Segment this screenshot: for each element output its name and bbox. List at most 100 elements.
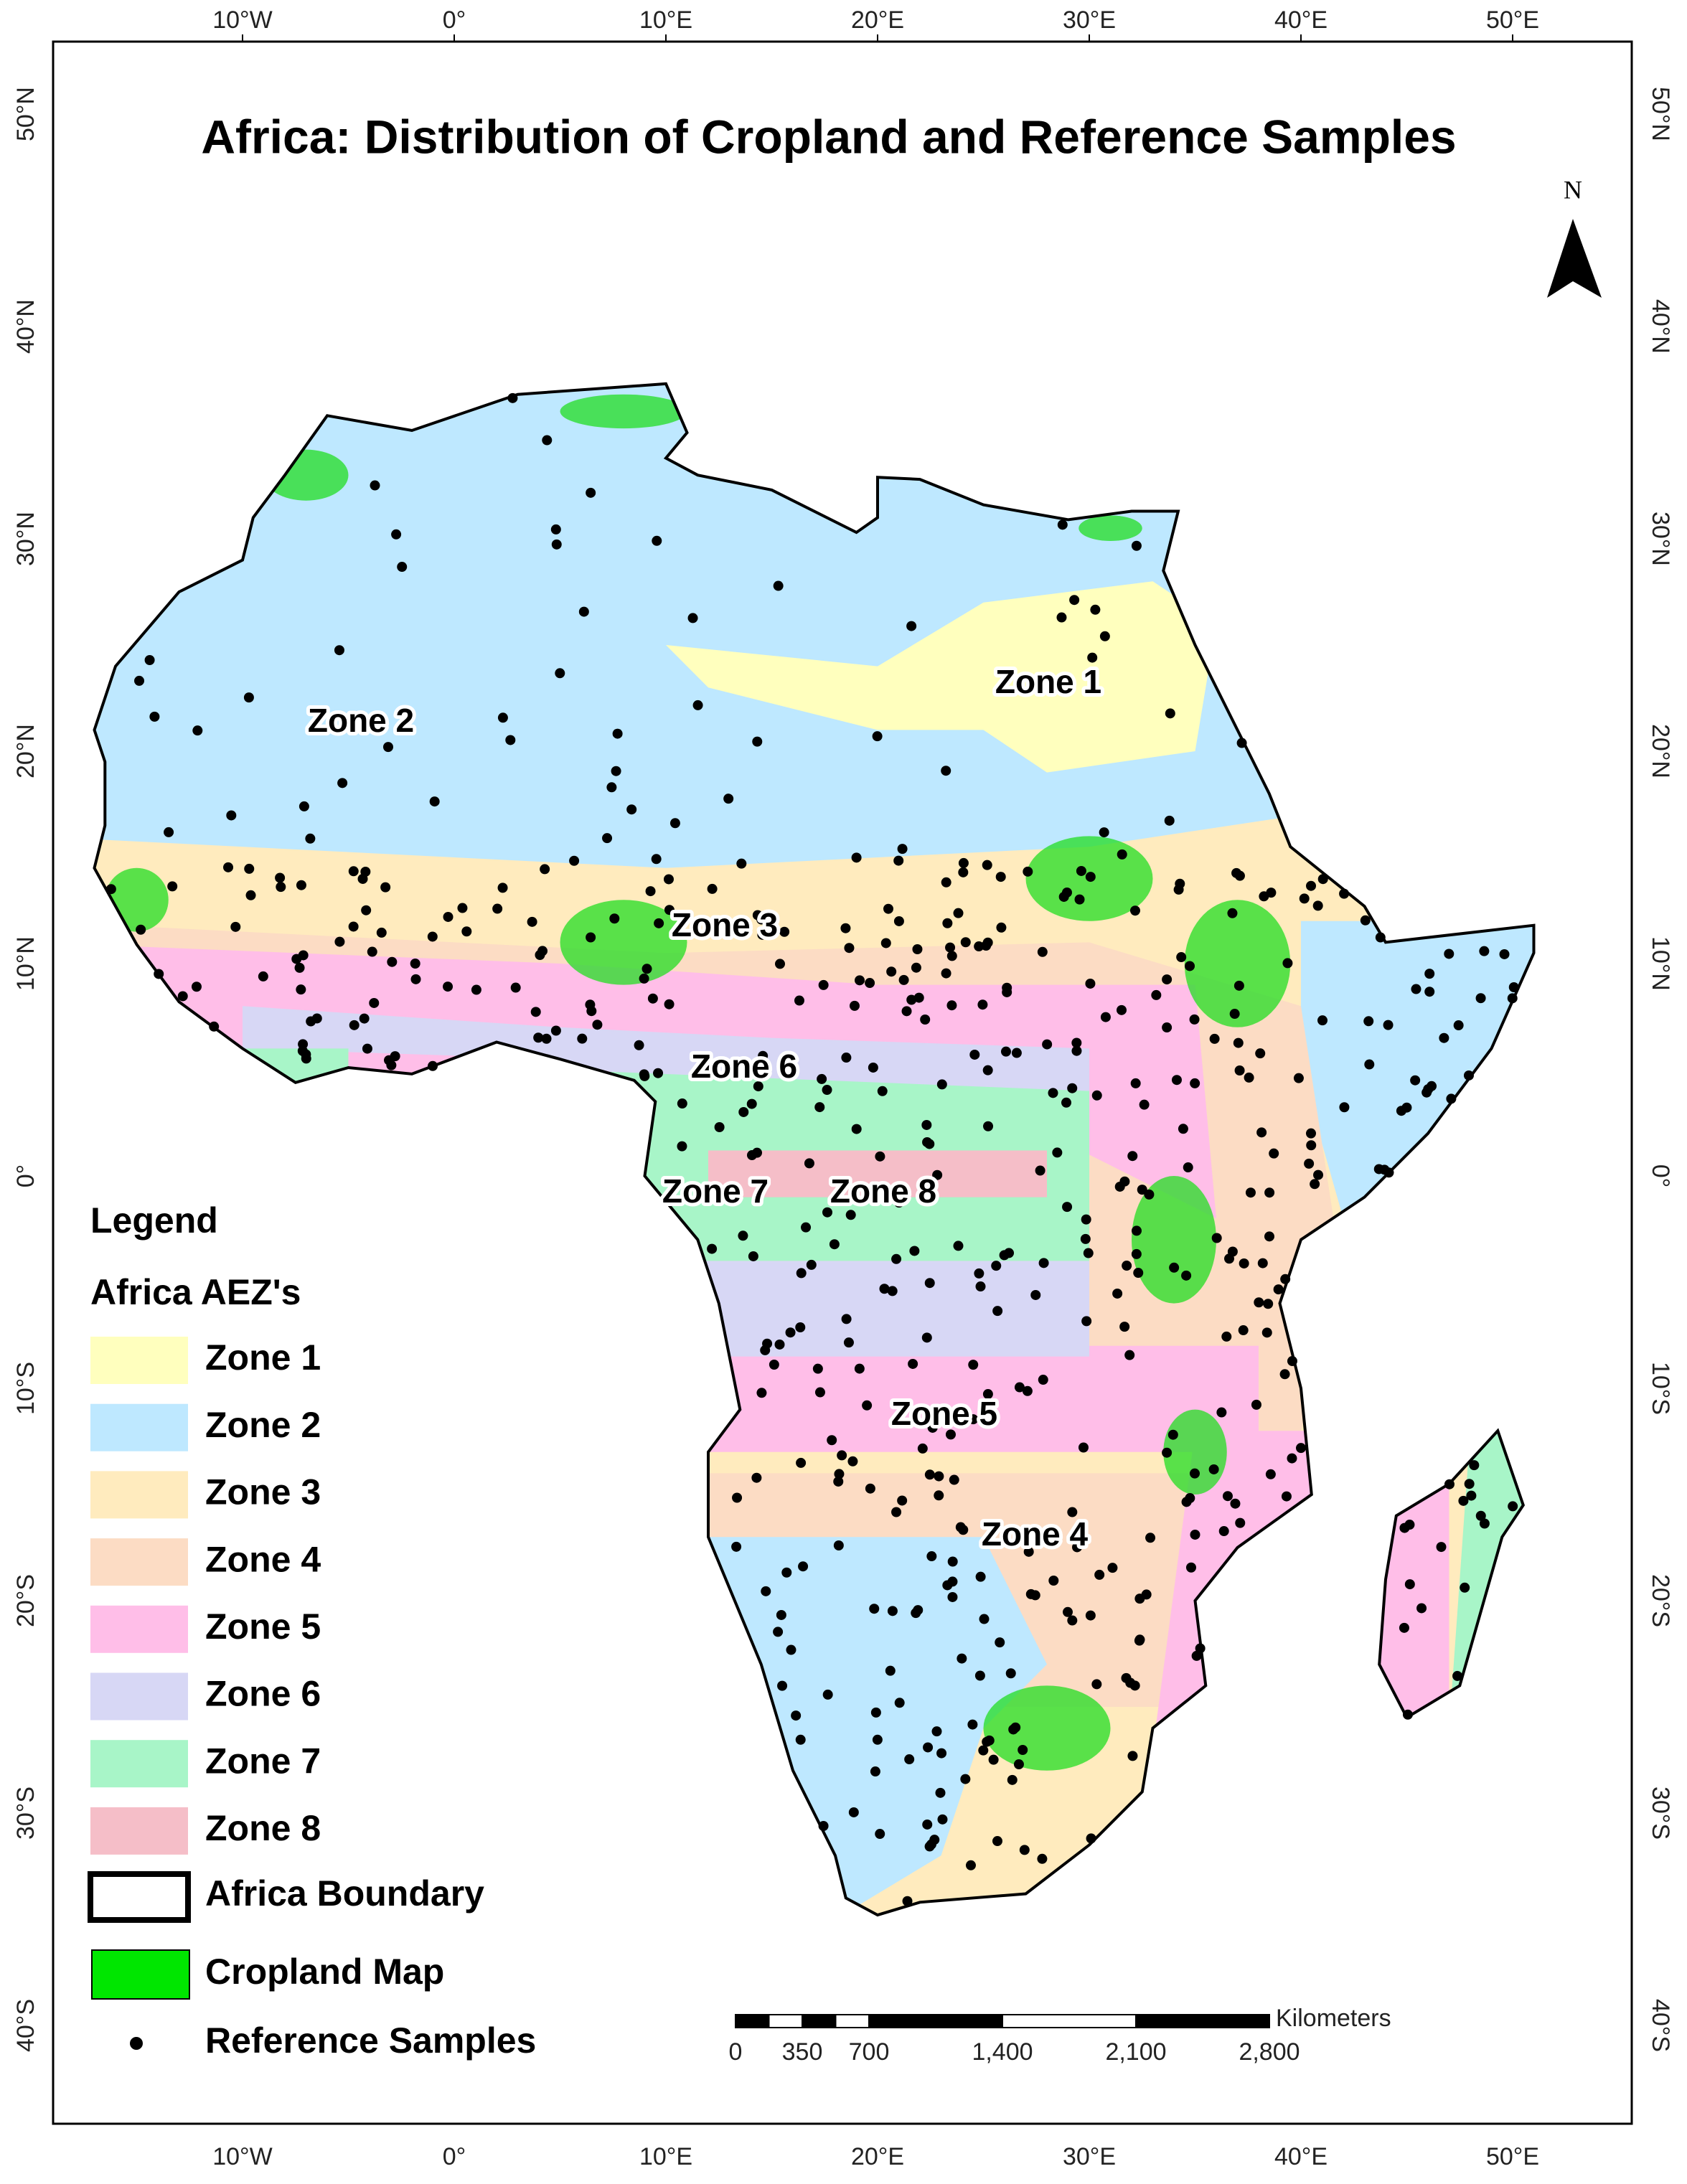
sample-point [752, 1147, 763, 1158]
sample-point [1222, 1491, 1233, 1502]
sample-point [380, 882, 391, 893]
sample-point [367, 946, 377, 957]
sample-point [1131, 1225, 1142, 1236]
sample-point [901, 1006, 912, 1017]
sample-point [1281, 1491, 1292, 1502]
sample-point [1107, 1563, 1118, 1573]
sample-point [1171, 1075, 1182, 1086]
latitude-label: 0° [1647, 1164, 1674, 1188]
sample-point [1081, 1214, 1091, 1225]
sample-point [642, 964, 652, 974]
sample-point [1165, 708, 1175, 719]
sample-point [723, 794, 734, 804]
sample-point [865, 978, 875, 989]
sample-point [577, 1033, 588, 1044]
latitude-label: 30°S [12, 1787, 39, 1840]
sample-point [1067, 1083, 1078, 1093]
sample-point [311, 1013, 322, 1024]
sample-point [785, 1327, 796, 1338]
cropland-patch [983, 1685, 1111, 1771]
zone-area [1301, 921, 1534, 1219]
sample-point [1264, 1187, 1275, 1198]
sample-point [297, 1045, 308, 1056]
sample-point [806, 1259, 817, 1270]
sample-point [1463, 1070, 1474, 1081]
sample-point [369, 997, 380, 1008]
sample-point [177, 991, 188, 1002]
sample-point [1127, 1151, 1138, 1162]
sample-point [974, 1670, 985, 1681]
sample-point [1176, 952, 1187, 963]
sample-point [1306, 1140, 1317, 1151]
sample-point [751, 1472, 762, 1483]
sample-point [870, 1766, 880, 1777]
legend-swatch [90, 1538, 188, 1586]
zone-label: Zone 2 [308, 702, 414, 739]
sample-point [1305, 1128, 1316, 1139]
sample-point [1162, 974, 1173, 985]
sample-point [913, 1605, 924, 1616]
sample-point [541, 1033, 552, 1044]
sample-point [1014, 1382, 1025, 1393]
sample-point [1299, 893, 1310, 904]
legend-label: Zone 3 [205, 1472, 321, 1512]
sample-point [738, 1106, 749, 1117]
sample-point [776, 1609, 786, 1620]
sample-point [968, 1414, 979, 1425]
sample-point [844, 943, 855, 954]
sample-point [1002, 982, 1012, 993]
sample-point [872, 731, 883, 742]
reference-samples [105, 392, 1519, 1906]
sample-point [1227, 1246, 1238, 1257]
sample-point [1074, 894, 1085, 905]
sample-point [801, 1222, 812, 1233]
sample-point [1072, 1542, 1083, 1553]
sample-point [848, 1807, 859, 1817]
sample-point [1245, 1187, 1256, 1198]
sample-point [965, 1860, 976, 1870]
sample-point [1264, 1231, 1274, 1242]
sample-point [1254, 1297, 1264, 1308]
sample-point [680, 913, 691, 924]
sample-point [736, 858, 747, 869]
scale-bar-label: 1,400 [972, 2038, 1033, 2066]
legend-label: Zone 6 [205, 1674, 321, 1714]
sample-point [1169, 1262, 1180, 1273]
latitude-label: 40°N [12, 299, 39, 354]
sample-point [1273, 1284, 1284, 1295]
sample-point [833, 1476, 844, 1487]
sample-point [612, 728, 623, 739]
sample-point [794, 995, 804, 1006]
sample-point [924, 1841, 935, 1852]
sample-point [953, 908, 964, 918]
longitude-label: 10°E [639, 6, 692, 34]
sample-point [1038, 1375, 1048, 1385]
sample-point [296, 984, 306, 995]
sample-point [1364, 1059, 1375, 1070]
sample-point [865, 1483, 875, 1494]
sample-point [349, 1020, 360, 1030]
sample-point [958, 857, 969, 868]
sample-point [1416, 1603, 1427, 1614]
sample-point [946, 1000, 957, 1011]
legend-swatch [90, 1672, 188, 1721]
sample-point [773, 580, 784, 591]
sample-point [654, 918, 664, 928]
sample-point [968, 1360, 979, 1370]
sample-point [1141, 1589, 1152, 1600]
latitude-label: 10°N [1647, 936, 1674, 991]
map-title: Africa: Distribution of Cropland and Ref… [201, 110, 1456, 163]
sample-point [1230, 1498, 1241, 1509]
sample-point [1056, 612, 1067, 623]
sample-point [362, 1043, 372, 1054]
sample-point [1151, 989, 1162, 1000]
sample-point [669, 818, 680, 829]
sample-point [1185, 1562, 1196, 1573]
sample-point [957, 1653, 967, 1664]
sample-point [645, 886, 656, 897]
sample-point [348, 921, 359, 932]
sample-point [294, 962, 305, 973]
sample-point [258, 971, 268, 982]
sample-point [192, 725, 203, 736]
sample-point [760, 1345, 771, 1355]
